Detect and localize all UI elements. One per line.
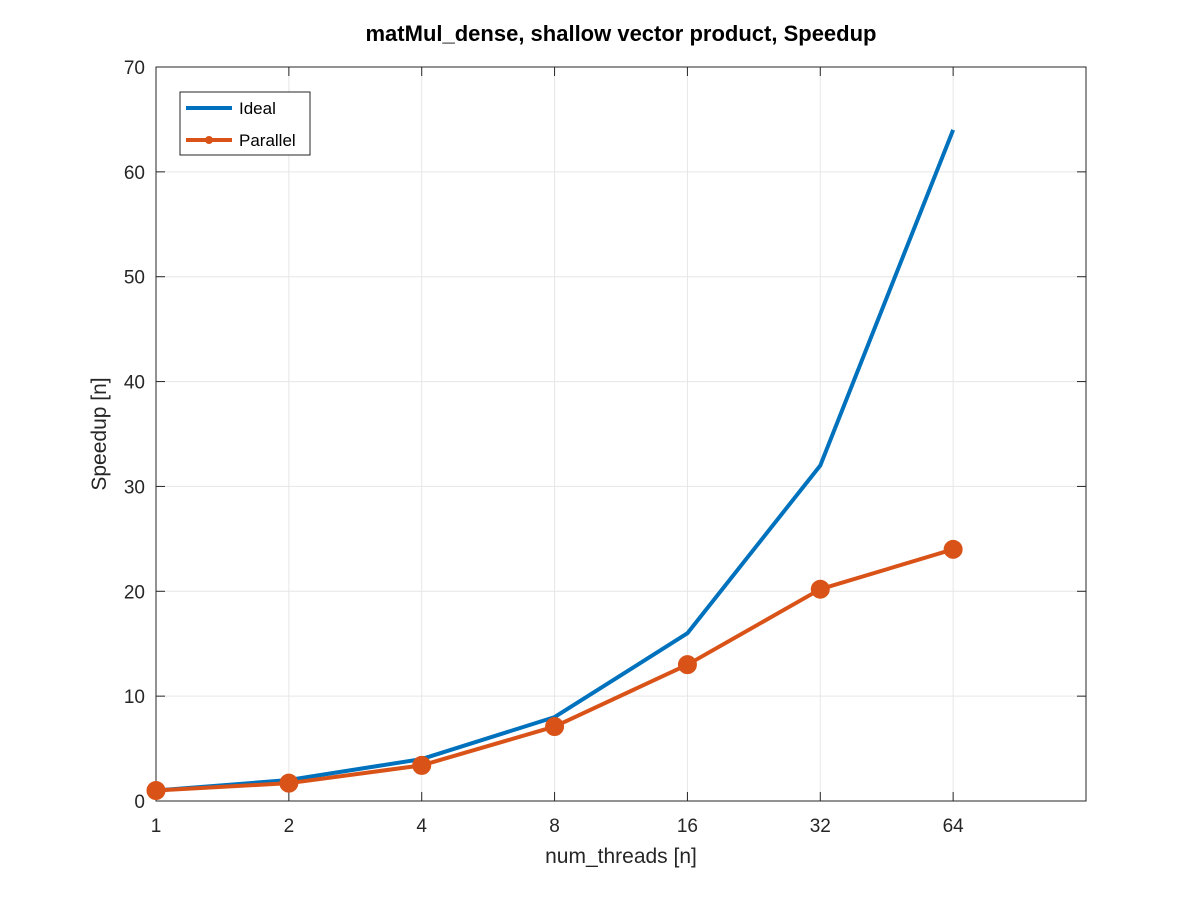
y-tick-label: 40 [124,373,145,394]
data-point-parallel [279,773,299,793]
y-tick-label: 60 [124,163,145,184]
y-axis-label: Speedup [n] [88,377,111,490]
grid [155,67,1086,801]
legend-ideal-label: Ideal [239,99,276,118]
legend-parallel-label: Parallel [239,131,296,150]
y-tick-label: 30 [124,477,145,498]
data-point-parallel [943,539,963,559]
y-tick-label: 70 [124,58,145,79]
x-tick-label: 2 [284,816,295,837]
x-tick-label: 1 [151,816,162,837]
x-tick-label: 16 [677,816,698,837]
legend-parallel-marker [205,136,213,144]
plot-area-border [155,66,1087,802]
y-tick-label: 20 [124,582,145,603]
legend-box [179,91,311,156]
data-point-parallel [677,655,697,675]
x-tick-label: 4 [416,816,427,837]
y-tick-label: 50 [124,268,145,289]
legend: Ideal Parallel [179,91,311,156]
data-point-parallel [545,717,565,737]
series [146,129,963,801]
data-point-parallel [412,755,432,775]
data-point-parallel [810,579,830,599]
axis-ticks: 1 2 4 8 16 32 64 0 10 20 30 40 50 60 70 [124,58,1086,837]
x-tick-label: 32 [810,816,831,837]
chart-title: matMul_dense, shallow vector product, Sp… [366,21,877,46]
y-tick-label: 0 [134,792,145,813]
y-tick-label: 10 [124,687,145,708]
x-tick-label: 8 [549,816,560,837]
x-tick-label: 64 [943,816,965,837]
data-point-parallel [146,781,166,801]
x-axis-label: num_threads [n] [545,845,697,868]
